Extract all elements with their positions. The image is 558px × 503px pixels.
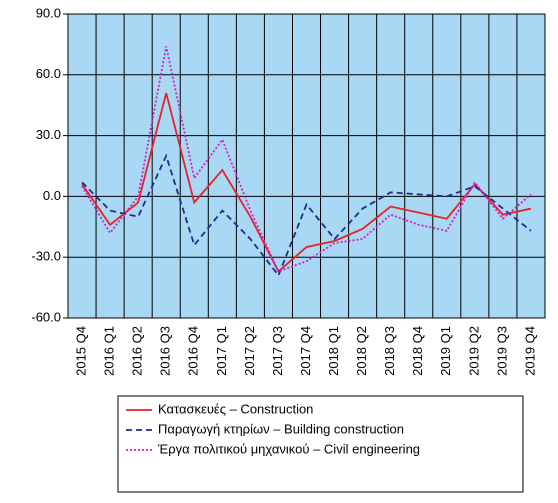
x-tick-label: 2019 Q1 bbox=[438, 326, 453, 376]
x-tick-label: 2017 Q4 bbox=[298, 326, 313, 376]
y-tick-label: -60.0 bbox=[31, 309, 61, 324]
x-tick-label: 2016 Q3 bbox=[158, 326, 173, 376]
legend-label: Παραγωγή κτηρίων – Building construction bbox=[158, 421, 404, 436]
x-tick-label: 2019 Q4 bbox=[522, 326, 537, 376]
x-tick-label: 2016 Q2 bbox=[130, 326, 145, 376]
y-tick-label: 60.0 bbox=[36, 66, 61, 81]
plot-area bbox=[68, 14, 545, 318]
series-line bbox=[81, 153, 532, 278]
plot-border bbox=[67, 13, 546, 319]
x-tick-label: 2019 Q3 bbox=[494, 326, 509, 376]
legend-label: Κατασκευές – Construction bbox=[158, 401, 313, 416]
x-tick-label: 2017 Q1 bbox=[214, 326, 229, 376]
y-tick-label: -30.0 bbox=[31, 249, 61, 264]
x-tick-label: 2018 Q4 bbox=[410, 326, 425, 376]
y-tick-label: 30.0 bbox=[36, 127, 61, 142]
x-tick-label: 2018 Q1 bbox=[326, 326, 341, 376]
series-line bbox=[81, 92, 532, 273]
legend-label: Έργα πολιτικού μηχανικού – Civil enginee… bbox=[157, 441, 420, 456]
x-tick-label: 2017 Q3 bbox=[270, 326, 285, 376]
x-tick-label: 2016 Q4 bbox=[186, 326, 201, 376]
x-tick-label: 2016 Q1 bbox=[102, 326, 117, 376]
series-line bbox=[81, 46, 532, 273]
x-tick-label: 2019 Q2 bbox=[466, 326, 481, 376]
y-tick-label: 90.0 bbox=[36, 5, 61, 20]
x-tick-label: 2018 Q2 bbox=[354, 326, 369, 376]
y-tick-label: 0.0 bbox=[43, 188, 61, 203]
x-tick-label: 2018 Q3 bbox=[382, 326, 397, 376]
legend-box bbox=[117, 395, 524, 493]
x-tick-label: 2015 Q4 bbox=[73, 326, 88, 376]
x-tick-label: 2017 Q2 bbox=[242, 326, 257, 376]
